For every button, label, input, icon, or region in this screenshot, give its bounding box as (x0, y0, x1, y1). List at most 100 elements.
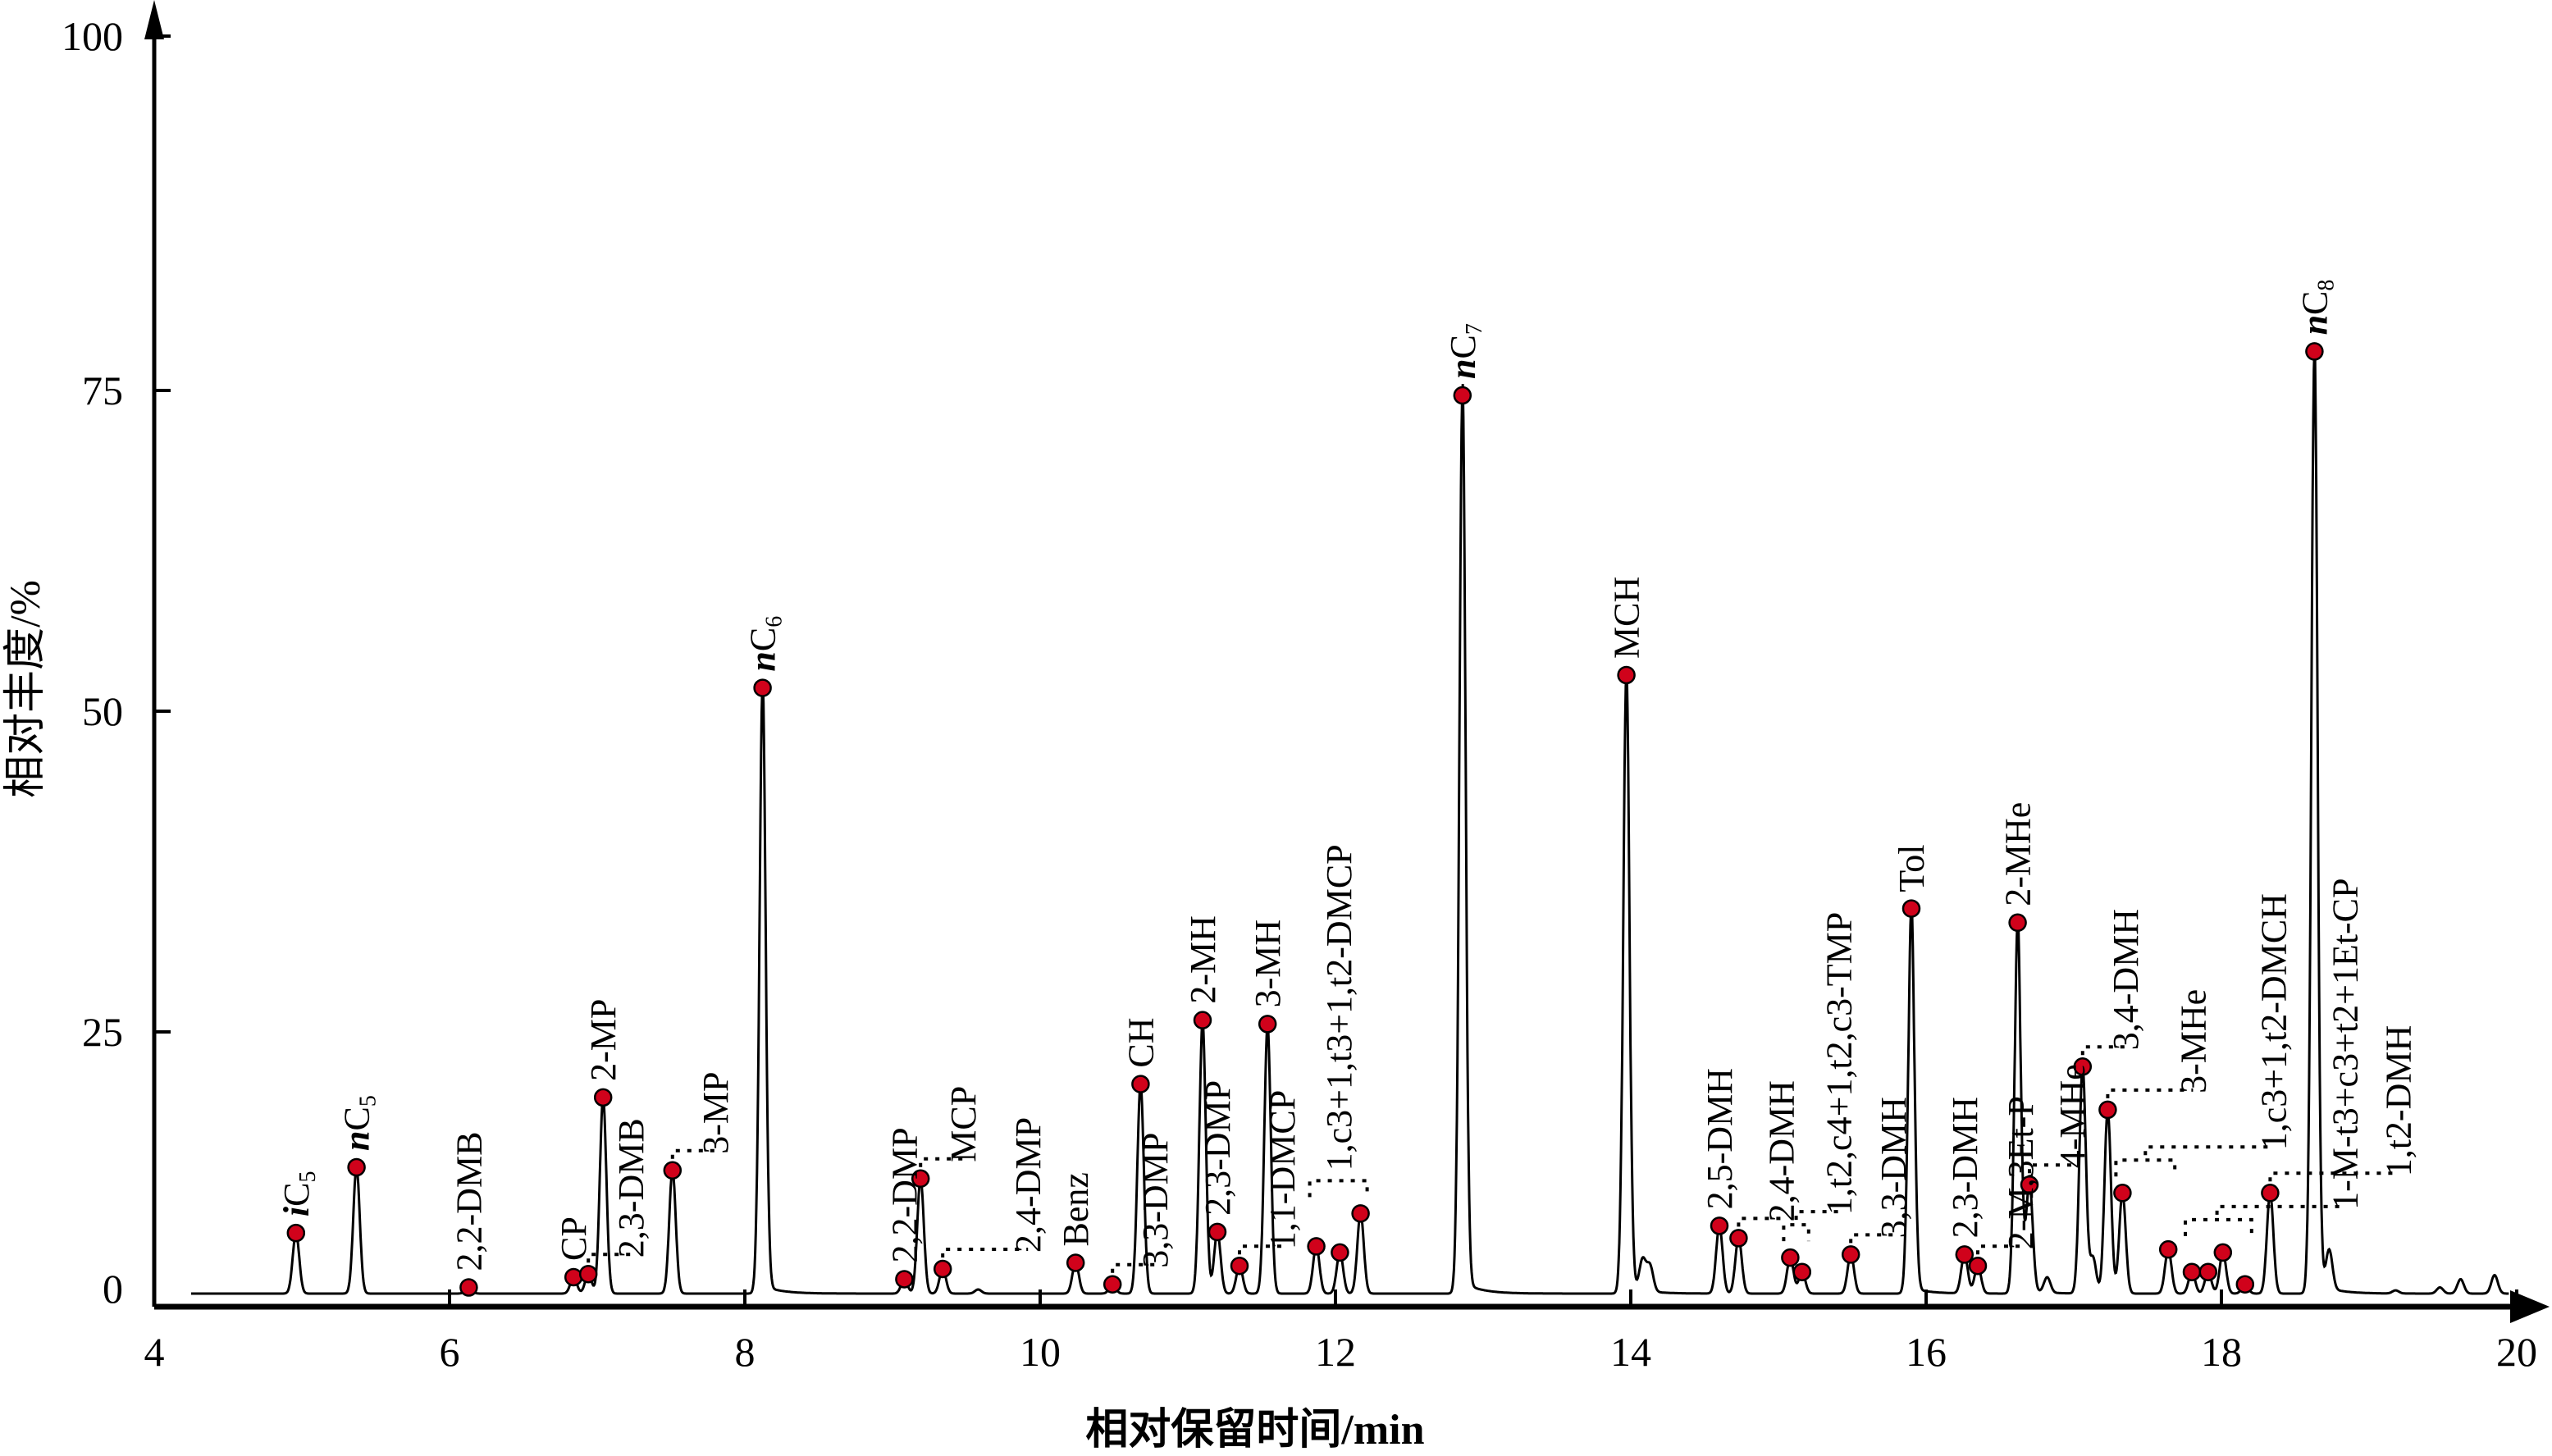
y-tick-label: 0 (103, 1266, 123, 1312)
label-leader (941, 1247, 1029, 1257)
y-axis-arrow (144, 0, 164, 39)
peak-label: nC6 (743, 616, 788, 672)
peak-label: CP (554, 1216, 594, 1261)
x-axis-title: 相对保留时间/min (1085, 1406, 1424, 1454)
peak-label: Tol (1892, 845, 1932, 892)
x-tick-label: 14 (1610, 1329, 1651, 1375)
peak-marker (1230, 1256, 1249, 1276)
peak-label: 3,3-DMH (1874, 1097, 1914, 1238)
peak-marker (578, 1264, 598, 1284)
peak-label: 1,c3+1,t3+1,t2-DMCP (1319, 844, 1359, 1171)
y-tick-label: 100 (62, 13, 123, 59)
peak-marker (564, 1267, 583, 1287)
peak-marker (347, 1157, 366, 1177)
peak-marker (1729, 1229, 1748, 1248)
label-leader (2143, 1145, 2274, 1156)
peak-label: 3-MP (696, 1072, 736, 1154)
peak-label: 2,3-DMB (611, 1118, 651, 1257)
peak-label: 1,1-DMCP (1262, 1090, 1303, 1249)
y-tick-label: 25 (82, 1009, 123, 1055)
peak-label: nC8 (2294, 280, 2339, 335)
peak-label: 1-M-t3+c3+t2+1Et-CP (2326, 878, 2366, 1209)
peak-marker (1331, 1243, 1349, 1262)
y-tick-label: 75 (82, 367, 123, 413)
peak-label: 3,4-DMH (2106, 909, 2146, 1050)
peak-marker (2198, 1262, 2218, 1281)
peak-marker (933, 1259, 952, 1279)
label-leader (2215, 1204, 2345, 1215)
label-leader (919, 1157, 964, 1167)
peak-marker (2305, 342, 2324, 361)
peak-marker (2235, 1275, 2255, 1294)
peak-marker (1955, 1245, 1974, 1264)
peak-marker (895, 1270, 914, 1289)
peak-marker (1792, 1262, 1812, 1281)
peak-marker (1710, 1216, 1729, 1235)
peak-marker (459, 1278, 478, 1297)
peak-label: 2,5-DMH (1700, 1068, 1740, 1209)
peak-label: iC5 (276, 1171, 321, 1217)
label-leader (1111, 1262, 1156, 1273)
peak-marker (593, 1088, 613, 1107)
peak-label: 1,c3+1,t2-DMCH (2253, 893, 2294, 1150)
peak-label: 2-MP (583, 999, 623, 1081)
x-tick-label: 8 (735, 1329, 756, 1375)
x-tick-label: 4 (144, 1329, 165, 1375)
peak-marker (1781, 1248, 1800, 1267)
group-bracket (1308, 1179, 1369, 1198)
label-leader (2028, 1163, 2072, 1174)
peak-marker (753, 678, 772, 697)
peak-marker (2182, 1262, 2202, 1281)
peak-label: 2,2-DMP (884, 1127, 924, 1262)
peak-marker (1193, 1011, 1212, 1029)
x-axis-arrow (2510, 1290, 2550, 1323)
x-tick-label: 16 (1906, 1329, 1947, 1375)
peak-label: 2,4-DMH (1761, 1080, 1801, 1221)
peak-marker (1131, 1075, 1150, 1093)
peak-label: 2,2-DMB (449, 1132, 489, 1271)
peak-label: 2-M,3Et-P (2001, 1096, 2041, 1249)
axes (144, 0, 2550, 1323)
label-leader (2106, 1088, 2194, 1098)
peak-marker (1351, 1204, 1370, 1223)
peak-marker (1617, 665, 1636, 685)
x-tick-label: 18 (2201, 1329, 2242, 1375)
peak-label: 3-MHe (2173, 989, 2213, 1093)
label-leader (2268, 1171, 2399, 1182)
peak-marker (2158, 1239, 2178, 1259)
label-leader (670, 1148, 715, 1159)
label-leader (1794, 1210, 1839, 1221)
peak-marker (1066, 1253, 1085, 1272)
group-bracket (2114, 1158, 2177, 1177)
peak-marker (2073, 1057, 2093, 1076)
peak-label: 2-MH (1183, 915, 1223, 1004)
label-leader (2080, 1045, 2125, 1056)
peak-marker (1453, 386, 1472, 405)
peak-marker (911, 1169, 930, 1189)
x-tick-label: 6 (440, 1329, 460, 1375)
label-leader (1238, 1244, 1282, 1255)
y-tick-label: 50 (82, 688, 123, 734)
label-leader (587, 1253, 632, 1263)
y-axis-title: 相对丰度/% (2, 580, 49, 798)
peak-marker (2020, 1175, 2039, 1194)
peak-label: 2,3-DMP (1198, 1080, 1238, 1216)
peak-marker (1307, 1237, 1326, 1256)
x-tick-label: 20 (2496, 1329, 2537, 1375)
label-leader (1976, 1244, 2020, 1255)
peak-label: 1,t2-DMH (2378, 1025, 2418, 1177)
peak-marker (1208, 1222, 1227, 1242)
peak-label: 2,4-DMP (1008, 1117, 1048, 1253)
group-bracket (1782, 1223, 1810, 1242)
peak-marker (2098, 1100, 2117, 1120)
group-bracket (2184, 1217, 2253, 1236)
x-tick-label: 12 (1315, 1329, 1356, 1375)
peak-marker (1103, 1275, 1122, 1294)
peak-marker (2113, 1184, 2132, 1203)
label-leader (1849, 1233, 1894, 1244)
peak-marker (1841, 1245, 1860, 1264)
peak-label: Benz (1056, 1172, 1096, 1246)
peak-marker (1968, 1256, 1988, 1276)
peak-marker (2008, 913, 2027, 933)
